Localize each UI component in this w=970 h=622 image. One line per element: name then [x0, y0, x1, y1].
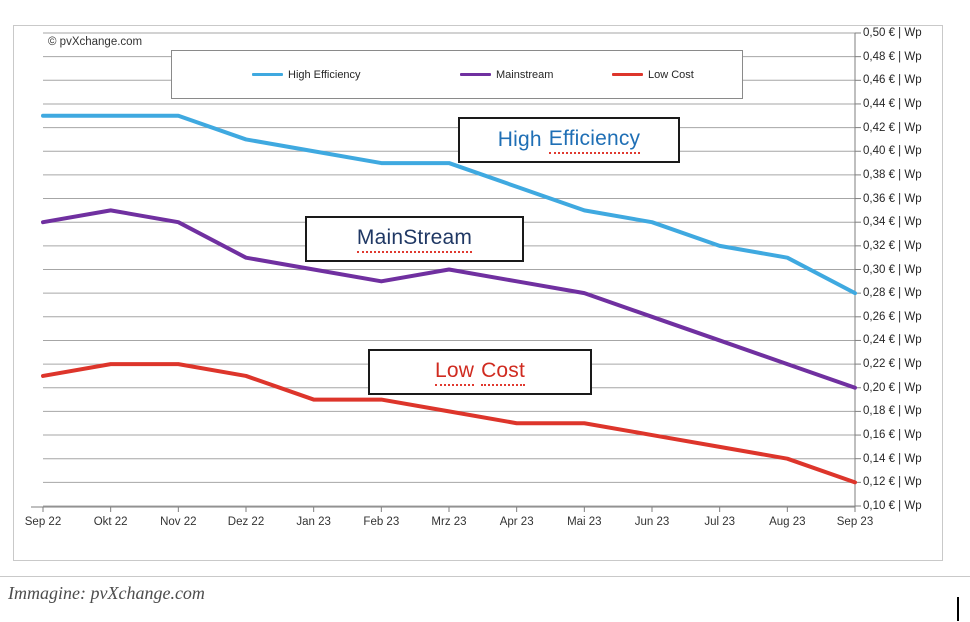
- y-axis-tick-label: 0,14 € | Wp: [863, 452, 922, 465]
- legend-label: High Efficiency: [288, 68, 361, 81]
- y-axis-tick-label: 0,46 € | Wp: [863, 74, 922, 87]
- y-axis-tick-label: 0,32 € | Wp: [863, 239, 922, 252]
- x-axis-tick-label: Nov 22: [160, 516, 197, 528]
- price-chart-figure: © pvXchange.com 0,50 € | Wp 0,48 € | Wp 0,…: [13, 25, 943, 561]
- x-axis-tick-label: Apr 23: [499, 516, 534, 528]
- y-axis-tick-label: 0,42 € | Wp: [863, 121, 922, 134]
- y-axis-tick-label: 0,20 € | Wp: [863, 381, 922, 394]
- x-axis-tick-label: Jul 23: [704, 516, 735, 528]
- y-axis-tick-label: 0,18 € | Wp: [863, 405, 922, 418]
- low-cost-line-swatch: [612, 73, 643, 76]
- y-axis-tick-label: 0,28 € | Wp: [863, 287, 922, 300]
- y-axis-tick-label: 0,26 € | Wp: [863, 310, 922, 323]
- chart-legend: High Efficiency Mainstream Low Cost: [171, 50, 743, 99]
- legend-item-low-cost: Low Cost: [612, 51, 694, 98]
- image-caption: Immagine: pvXchange.com: [8, 583, 205, 603]
- x-axis-tick-label: Mrz 23: [431, 516, 467, 528]
- x-axis-tick-label: Aug 23: [769, 516, 806, 528]
- x-axis-tick-label: Feb 23: [363, 516, 400, 528]
- y-axis-tick-label: 0,48 € | Wp: [863, 50, 922, 63]
- annotation-low-cost: Low Cost: [368, 349, 592, 395]
- annotation-high-efficiency: High Efficiency: [458, 117, 680, 163]
- annotation-word: High: [497, 128, 542, 151]
- legend-label: Mainstream: [496, 68, 554, 81]
- caption-divider: [0, 576, 970, 577]
- annotation-word-underlined: MainStream: [356, 226, 473, 253]
- chart-copyright: © pvXchange.com: [48, 36, 143, 48]
- x-axis-tick-label: Jan 23: [296, 516, 331, 528]
- annotation-word-underlined: Efficiency: [548, 127, 641, 154]
- x-axis-tick-label: Dez 22: [227, 516, 265, 528]
- high-efficiency-line-swatch: [252, 73, 283, 76]
- y-axis-tick-label: 0,40 € | Wp: [863, 145, 922, 158]
- y-axis-tick-label: 0,36 € | Wp: [863, 192, 922, 205]
- y-axis-tick-label: 0,12 € | Wp: [863, 476, 922, 489]
- x-axis-tick-label: Okt 22: [93, 516, 128, 528]
- y-axis-tick-label: 0,10 € | Wp: [863, 500, 922, 512]
- annotation-word-underlined: Low: [434, 359, 475, 386]
- legend-label: Low Cost: [648, 68, 694, 81]
- y-axis-tick-label: 0,38 € | Wp: [863, 168, 922, 181]
- x-axis-tick-label: Mai 23: [567, 516, 602, 528]
- mainstream-line-swatch: [460, 73, 491, 76]
- legend-item-mainstream: Mainstream: [460, 51, 553, 98]
- text-cursor: [957, 597, 959, 621]
- y-axis-tick-label: 0,30 € | Wp: [863, 263, 922, 276]
- x-axis-tick-label: Sep 22: [24, 516, 62, 528]
- annotation-mainstream: MainStream: [305, 216, 524, 262]
- legend-item-high-efficiency: High Efficiency: [252, 51, 361, 98]
- y-axis-tick-label: 0,24 € | Wp: [863, 334, 922, 347]
- y-axis-tick-label: 0,44 € | Wp: [863, 97, 922, 110]
- y-axis-tick-label: 0,16 € | Wp: [863, 429, 922, 442]
- y-axis-tick-label: 0,22 € | Wp: [863, 358, 922, 371]
- annotation-word-underlined: Cost: [481, 359, 526, 386]
- y-axis-tick-label: 0,50 € | Wp: [863, 27, 922, 39]
- x-axis-tick-label: Jun 23: [634, 516, 670, 528]
- x-axis-tick-label: Sep 23: [836, 516, 874, 528]
- y-axis-tick-label: 0,34 € | Wp: [863, 216, 922, 229]
- line-chart-plot: [31, 32, 861, 512]
